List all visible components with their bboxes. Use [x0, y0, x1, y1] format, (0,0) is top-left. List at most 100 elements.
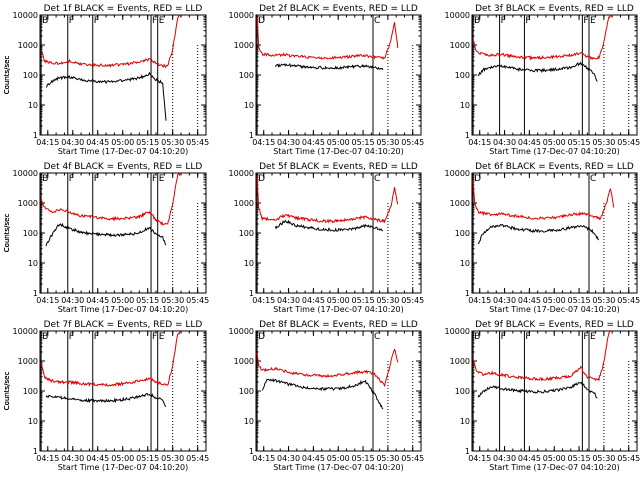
chart-title: Det 8f BLACK = Events, RED = LLD	[259, 320, 418, 330]
x-tick-label: 04:30	[61, 454, 84, 463]
state-marker-label: F	[152, 16, 157, 26]
y-axis-label: Counts/sec	[3, 372, 11, 411]
state-marker-label: E	[159, 16, 165, 26]
state-marker-label: F	[525, 332, 530, 342]
y-tick-label: 10	[460, 259, 470, 268]
x-axis-label: Start Time (17-Dec-07 04:10:20)	[273, 463, 404, 472]
chart-panel: Det 4f BLACK = Events, RED = LLD 1 10 100 10…	[3, 162, 209, 314]
y-axis-label: Counts/sec	[3, 56, 11, 95]
state-marker-label: D	[258, 174, 265, 184]
chart-panel: Det 3f BLACK = Events, RED = LLD11010010…	[3, 4, 640, 156]
x-tick-label: 05:00	[543, 138, 566, 147]
chart-title: Det 6f BLACK = Events, RED = LLD	[475, 162, 634, 172]
y-tick-label: 100	[239, 387, 254, 396]
y-tick-label: 1	[33, 447, 38, 456]
lld-series-line	[256, 176, 399, 224]
x-tick-label: 05:15	[352, 138, 375, 147]
state-marker-label: D	[474, 174, 481, 184]
state-marker-label: D	[258, 332, 265, 342]
lld-series-line	[472, 330, 613, 382]
x-tick-label: 05:30	[376, 296, 399, 305]
x-tick-label: 05:15	[568, 138, 591, 147]
x-tick-label: 04:15	[252, 296, 275, 305]
chart-panel: Det 5f BLACK = Events, RED = LLD11010010…	[3, 162, 424, 314]
y-tick-label: 10000	[13, 169, 38, 178]
state-marker-label: C	[374, 174, 380, 184]
plot-frame	[39, 172, 207, 294]
x-tick-label: 05:15	[352, 296, 375, 305]
state-marker-label: F	[501, 16, 506, 26]
y-tick-label: 1	[33, 289, 38, 298]
x-tick-label: 05:45	[617, 138, 640, 147]
chart-panel: Det 7f BLACK = Events, RED = LLD 1 10 100 10…	[3, 320, 209, 472]
plot-frame	[255, 172, 422, 294]
y-tick-label: 1	[249, 131, 254, 140]
state-marker-label: B	[474, 16, 480, 26]
y-tick-label: 1	[465, 131, 470, 140]
y-tick-label: 1000	[18, 41, 38, 50]
y-tick-label: 1000	[234, 357, 254, 366]
plot-frame	[39, 14, 207, 136]
chart-title: Det 1f BLACK = Events, RED = LLD	[44, 4, 203, 14]
x-tick-label: 04:15	[36, 454, 59, 463]
y-tick-label: 1000	[234, 41, 254, 50]
state-marker-label: F	[69, 332, 74, 342]
x-tick-label: 05:45	[186, 138, 209, 147]
y-tick-label: 100	[455, 71, 470, 80]
x-tick-label: 04:15	[468, 296, 491, 305]
events-series-line	[45, 71, 167, 121]
y-tick-label: 100	[239, 71, 254, 80]
x-axis-label: Start Time (17-Dec-07 04:10:20)	[58, 147, 189, 156]
y-tick-label: 10000	[13, 327, 38, 336]
y-axis-label: Counts/sec	[3, 214, 11, 253]
state-marker-label: C	[374, 16, 380, 26]
chart-panel: Det 1f BLACK = Events, RED = LLD 1 10 100 10…	[3, 4, 209, 156]
events-series-line	[477, 61, 598, 82]
x-axis-label: Start Time (17-Dec-07 04:10:20)	[58, 305, 189, 314]
state-marker-label: C	[590, 174, 596, 184]
x-tick-label: 05:30	[161, 296, 184, 305]
x-tick-label: 05:00	[111, 454, 134, 463]
state-marker-label: C	[374, 332, 380, 342]
y-tick-label: 10000	[445, 169, 470, 178]
state-marker-label: F	[94, 16, 99, 26]
x-tick-label: 05:15	[568, 296, 591, 305]
x-tick-label: 05:00	[111, 138, 134, 147]
state-marker-label: F	[501, 332, 506, 342]
y-tick-label: 10	[244, 259, 254, 268]
y-tick-label: 10	[460, 101, 470, 110]
state-marker-label: B	[42, 332, 48, 342]
lld-series-line	[472, 14, 613, 61]
x-tick-label: 05:30	[592, 454, 615, 463]
y-tick-label: 10000	[229, 327, 254, 336]
state-marker-label: D	[258, 16, 265, 26]
y-axis-label: Counts/sec	[3, 214, 11, 253]
x-tick-label: 05:00	[327, 296, 350, 305]
state-marker-label: B	[474, 332, 480, 342]
x-tick-label: 05:15	[136, 138, 159, 147]
y-tick-label: 10000	[445, 327, 470, 336]
events-series-line	[477, 381, 598, 399]
x-axis-label: Start Time (17-Dec-07 04:10:20)	[489, 463, 620, 472]
x-tick-label: 04:30	[277, 296, 300, 305]
x-tick-label: 05:00	[327, 138, 350, 147]
state-marker-label: E	[590, 16, 596, 26]
events-series-line	[477, 223, 599, 245]
x-tick-label: 04:45	[302, 454, 325, 463]
state-marker-label: B	[42, 174, 48, 184]
x-tick-label: 05:45	[401, 454, 424, 463]
x-tick-label: 05:00	[111, 296, 134, 305]
chart-title: Det 7f BLACK = Events, RED = LLD	[44, 320, 203, 330]
state-marker-label: E	[159, 332, 165, 342]
state-marker-label: E	[590, 332, 596, 342]
x-axis-label: Start Time (17-Dec-07 04:10:20)	[273, 147, 404, 156]
x-tick-label: 04:15	[468, 138, 491, 147]
x-tick-label: 04:15	[468, 454, 491, 463]
state-marker-label: F	[69, 174, 74, 184]
y-tick-label: 1	[33, 131, 38, 140]
x-tick-label: 04:15	[36, 138, 59, 147]
y-tick-label: 10000	[229, 169, 254, 178]
y-tick-label: 1000	[450, 357, 470, 366]
x-tick-label: 05:15	[136, 296, 159, 305]
y-tick-label: 1	[465, 447, 470, 456]
